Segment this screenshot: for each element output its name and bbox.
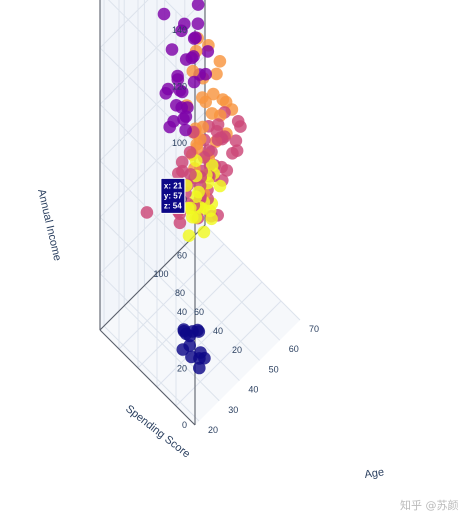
x-tick-label: 70 <box>309 324 319 334</box>
x-axis-title: Age <box>364 466 385 481</box>
hover-line-y: y: 57 <box>164 191 183 200</box>
data-point <box>183 146 197 159</box>
data-point <box>177 112 190 126</box>
grid-line-income <box>99 47 196 144</box>
grid-line-score <box>156 281 263 388</box>
data-point <box>193 361 206 375</box>
grid-line-age <box>164 265 260 361</box>
data-point <box>196 91 209 104</box>
data-point <box>191 17 205 31</box>
y-tick-label: 20 <box>232 345 242 355</box>
data-point <box>170 99 183 112</box>
data-point <box>229 134 243 147</box>
z-tick-label: 140 <box>172 25 187 35</box>
z-axis-title: Annual Income <box>35 188 63 262</box>
grid-line-income <box>99 216 196 313</box>
x-tick-label: 50 <box>269 364 279 374</box>
data-point <box>213 179 227 193</box>
z-tick-label: 40 <box>177 307 187 317</box>
x-tick-label: 60 <box>289 344 299 354</box>
data-point <box>179 123 192 137</box>
data-point <box>165 43 179 56</box>
data-point <box>140 206 154 219</box>
frame-edge <box>99 224 206 331</box>
grid-line-age <box>184 244 281 341</box>
grid-line-age <box>123 305 220 402</box>
tick-labels: 0204060801001201402040608010020304050607… <box>153 25 319 435</box>
grid-line-score <box>137 262 244 369</box>
data-point <box>185 350 198 364</box>
hover-line-x: x: 21 <box>164 181 183 190</box>
data-point <box>205 107 219 120</box>
data-point <box>159 87 173 100</box>
data-point <box>216 93 230 106</box>
x-tick-label: 20 <box>208 425 218 435</box>
y-tick-label: 80 <box>175 288 185 298</box>
data-point <box>187 75 201 89</box>
y-tick-label: 100 <box>153 269 168 279</box>
data-point <box>187 32 201 45</box>
grid-line-income <box>99 0 149 49</box>
grid-line-age <box>204 224 301 321</box>
y-tick-label: 60 <box>194 307 204 317</box>
y-tick-label: 40 <box>213 326 223 336</box>
x-tick-label: 30 <box>228 405 238 415</box>
grid-line-age <box>103 325 200 422</box>
data-point <box>205 159 219 172</box>
data-point <box>201 45 215 58</box>
z-tick-label: 20 <box>177 364 187 374</box>
data-point <box>197 225 211 239</box>
frame-edge <box>99 329 196 426</box>
hover-tooltip: x: 21 y: 57 z: 54 <box>160 177 186 214</box>
z-tick-label: 0 <box>182 420 187 430</box>
grid-line-income <box>99 0 205 105</box>
data-points <box>140 0 247 375</box>
data-point <box>231 115 245 128</box>
z-tick-label: 100 <box>172 138 187 148</box>
x-tick-label: 40 <box>248 385 258 395</box>
data-point <box>176 343 190 356</box>
data-point <box>172 167 185 180</box>
data-point <box>182 229 196 242</box>
z-tick-label: 60 <box>177 251 187 261</box>
data-point <box>173 84 187 97</box>
hover-tooltip-box <box>160 177 186 214</box>
grid-line-income <box>164 0 196 31</box>
z-tick-label: 120 <box>172 81 187 91</box>
data-point <box>226 147 239 160</box>
data-point <box>171 73 185 86</box>
data-point <box>157 7 171 21</box>
grid-line-score <box>118 243 225 350</box>
data-point <box>179 53 193 66</box>
grid-line-score <box>175 300 282 407</box>
data-point <box>177 325 191 338</box>
hover-line-z: z: 54 <box>164 201 182 210</box>
data-point <box>210 67 223 81</box>
data-point <box>186 64 200 78</box>
data-point <box>189 190 203 203</box>
data-point <box>173 216 187 230</box>
data-point <box>163 120 176 134</box>
data-point <box>191 0 205 11</box>
data-point <box>175 155 189 169</box>
data-point <box>207 87 220 101</box>
data-point <box>213 55 227 68</box>
data-point <box>175 24 188 38</box>
watermark: 知乎 @苏颜 <box>400 498 459 512</box>
